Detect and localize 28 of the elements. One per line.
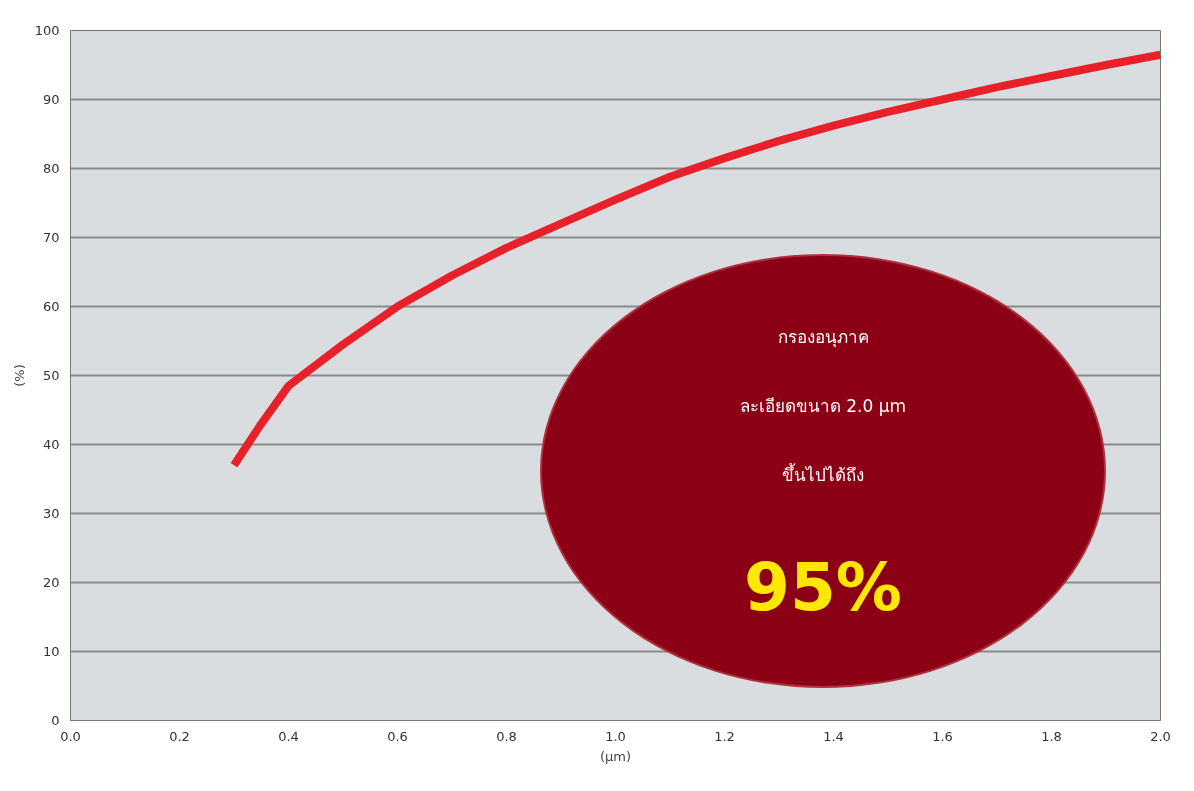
x-tick-label: 1.4 [823,728,844,744]
x-tick-label: 1.6 [932,728,953,744]
y-tick-label: 80 [42,161,60,176]
y-tick-label: 10 [42,644,60,659]
x-tick-label: 1.0 [605,728,626,744]
y-tick-label: 0 [51,713,60,728]
y-tick-label: 90 [42,92,60,107]
x-tick-label: 1.8 [1041,728,1062,744]
x-tick-label: 2.0 [1150,728,1171,744]
annotation: ละเอียดขนาด 2.0 µm [739,395,907,416]
y-tick-label: 70 [42,230,60,245]
annotation: ขึ้นไปได้ถึง [782,464,864,485]
x-tick-label: 0.0 [60,728,81,744]
x-axis-title: (µm) [599,748,632,764]
x-tick-label: 0.2 [169,728,190,744]
y-tick-label: 20 [42,575,60,590]
y-tick-label: 40 [42,437,60,452]
y-axis-title: (%) [11,364,27,387]
x-tick-label: 0.6 [387,728,408,744]
x-tick-label: 0.8 [496,728,517,744]
x-tick-label: 1.2 [714,728,735,744]
y-tick-label: 100 [34,23,60,38]
annotation: 95% [744,549,902,627]
x-tick-label: 0.4 [278,728,299,744]
y-tick-label: 60 [42,299,60,314]
y-tick-label: 50 [42,368,60,383]
annotation: กรองอนุภาค [777,326,869,347]
y-tick-label: 30 [42,506,60,521]
